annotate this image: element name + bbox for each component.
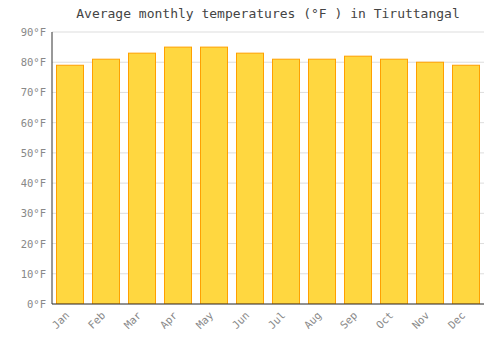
bar — [93, 59, 120, 304]
bar — [165, 47, 192, 304]
bar — [237, 53, 264, 304]
chart-svg: Average monthly temperatures (°F ) in Ti… — [0, 0, 500, 350]
bar — [345, 56, 372, 304]
title: Average monthly temperatures (°F ) in Ti… — [76, 6, 460, 21]
y-tick-label: 60°F — [21, 117, 46, 129]
x-tick-label: Jan — [50, 309, 72, 331]
x-tick-label: Oct — [374, 309, 396, 331]
bar — [273, 59, 300, 304]
chart-container: Average monthly temperatures (°F ) in Ti… — [0, 0, 500, 350]
x-tick-label: Aug — [302, 309, 324, 331]
x-tick-label: Apr — [158, 309, 180, 331]
y-tick-label: 80°F — [21, 56, 46, 68]
grid — [52, 32, 484, 304]
y-tick-label: 30°F — [21, 207, 46, 219]
y-tick-label: 0°F — [27, 298, 46, 310]
y-tick-label: 20°F — [21, 238, 46, 250]
x-tick-label: Feb — [86, 309, 108, 331]
x-axis-line — [52, 304, 484, 305]
grid-line — [52, 304, 484, 305]
bar — [381, 59, 408, 304]
y-tick-label: 10°F — [21, 268, 46, 280]
y-axis-line — [52, 32, 53, 304]
y-tick-label: 40°F — [21, 177, 46, 189]
x-tick-label: Jun — [230, 309, 252, 331]
bar — [453, 65, 480, 304]
bar — [309, 59, 336, 304]
x-tick-label: Nov — [410, 309, 432, 331]
x-tick-label: Jul — [266, 309, 288, 331]
grid-line — [52, 32, 484, 33]
bar — [201, 47, 228, 304]
bar — [129, 53, 156, 304]
y-tick-label: 70°F — [21, 86, 46, 98]
y-tick-label: 90°F — [21, 26, 46, 38]
x-tick-label: Dec — [446, 309, 468, 331]
x-tick-label: Mar — [122, 309, 144, 331]
bars — [57, 47, 480, 304]
bar — [417, 62, 444, 304]
bar — [57, 65, 84, 304]
x-tick-label: Sep — [338, 309, 360, 331]
y-tick-label: 50°F — [21, 147, 46, 159]
x-tick-label: May — [194, 309, 216, 331]
